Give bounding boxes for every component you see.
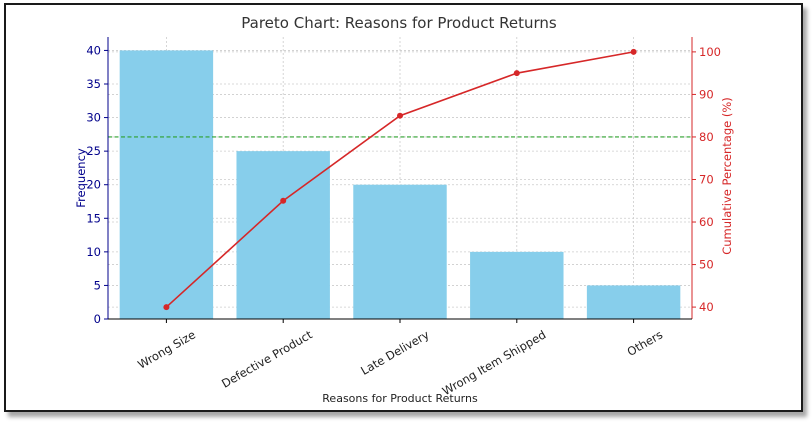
line-layer [163, 48, 637, 311]
tick-label-x: Wrong Item Shipped [440, 327, 549, 398]
bar [470, 251, 564, 319]
bars-layer [119, 50, 681, 320]
tick-label-x: Defective Product [219, 327, 315, 391]
tick-label-right: 90 [699, 87, 714, 101]
tick-label-x: Late Delivery [358, 327, 431, 377]
cumulative-point [280, 197, 287, 204]
chart-title: Pareto Chart: Reasons for Product Return… [241, 14, 557, 32]
cumulative-point [163, 304, 170, 311]
tick-label-right: 70 [699, 172, 714, 186]
tick-label-left: 25 [86, 144, 101, 158]
tick-label-right: 40 [699, 300, 714, 314]
tick-label-right: 50 [699, 258, 714, 272]
tick-label-left: 20 [86, 178, 101, 192]
y-axis-label-right: Cumulative Percentage (%) [720, 97, 734, 255]
bar [586, 285, 681, 319]
tick-label-left: 5 [94, 278, 101, 292]
tick-label-right: 80 [699, 130, 714, 144]
tick-label-right: 60 [699, 215, 714, 229]
tick-label-x: Wrong Size [135, 327, 198, 371]
bar [119, 50, 214, 320]
bar [353, 184, 447, 319]
cumulative-point [630, 48, 637, 55]
y-axis-label-left: Frequency [74, 148, 88, 208]
tick-label-left: 40 [86, 43, 101, 57]
tick-label-left: 35 [86, 77, 101, 91]
cumulative-point [397, 112, 403, 119]
cumulative-point [513, 70, 520, 77]
tick-label-left: 15 [86, 211, 101, 225]
bar [236, 151, 330, 319]
tick-label-left: 30 [86, 111, 101, 125]
tick-label-left: 0 [94, 312, 101, 326]
tick-label-left: 10 [86, 245, 101, 259]
tick-label-x: Others [625, 327, 665, 358]
x-axis-label: Reasons for Product Returns [322, 392, 478, 405]
tick-label-right: 100 [699, 45, 721, 59]
